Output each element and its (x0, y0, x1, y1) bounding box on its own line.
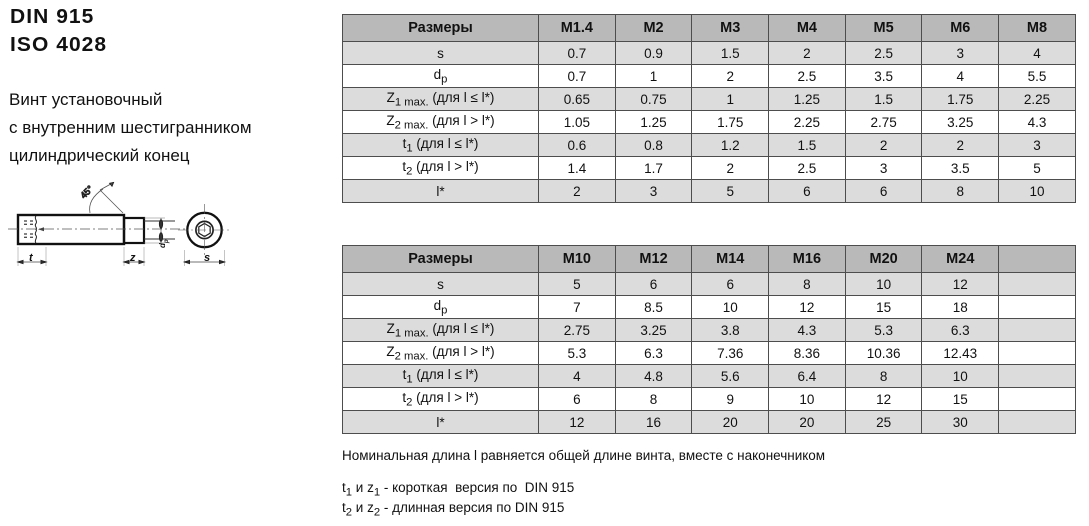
svg-text:z: z (129, 252, 136, 264)
svg-text:45°: 45° (78, 183, 95, 200)
svg-text:s: s (204, 252, 210, 264)
